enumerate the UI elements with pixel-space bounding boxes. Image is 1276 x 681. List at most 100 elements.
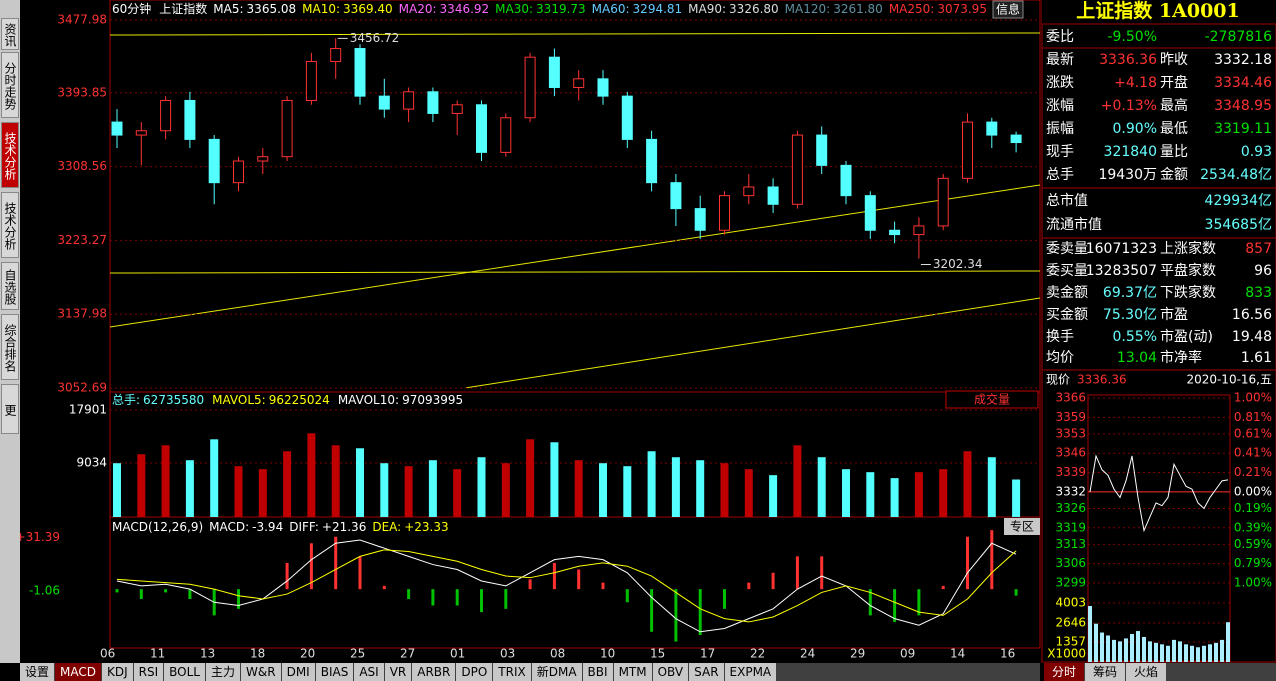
- indicator-tab[interactable]: 设置: [20, 663, 55, 681]
- sidebar-tab[interactable]: 技术分析: [1, 192, 19, 258]
- intraday-vol-unit: X1000: [1047, 647, 1086, 661]
- indicator-tab[interactable]: DMI: [281, 663, 315, 681]
- y-tick-label: 3332: [1055, 484, 1086, 498]
- ma-name: MA5:: [213, 2, 243, 16]
- quote-label: 总市值: [1046, 192, 1088, 209]
- indicator-tab[interactable]: DPO: [456, 663, 493, 681]
- candle-body: [670, 182, 682, 210]
- quote-value: 3348.95: [1214, 98, 1272, 114]
- quote-label: 昨收: [1160, 52, 1188, 68]
- indicator-tab[interactable]: KDJ: [102, 663, 133, 681]
- indicator-tab[interactable]: BOLL: [164, 663, 205, 681]
- info-button[interactable]: [992, 0, 1024, 19]
- quote-value: 1.61: [1241, 350, 1272, 366]
- quote-label: 流通市值: [1046, 216, 1102, 233]
- pct-label: 1.00%: [1234, 391, 1272, 405]
- candle-body: [524, 56, 536, 119]
- volume-legend: 总手: 62735580 MAVOL5: 96225024 MAVOL10: 970939…: [112, 393, 463, 407]
- sidebar-tab[interactable]: 自选股: [1, 262, 19, 310]
- intraday-volume-bar: [1214, 642, 1218, 662]
- quote-label: 金额: [1160, 167, 1188, 183]
- dea-line: [116, 549, 1017, 623]
- indicator-tab[interactable]: BBI: [582, 663, 613, 681]
- candle-body: [281, 99, 293, 158]
- volume-bar: [647, 451, 656, 517]
- indicator-tab[interactable]: BIAS: [315, 663, 354, 681]
- volume-button-label[interactable]: 成交量: [974, 392, 1010, 407]
- quote-label: 委卖量: [1046, 241, 1088, 257]
- quote-label: 均价: [1046, 350, 1074, 366]
- volume-bar: [501, 463, 510, 517]
- macd-legend: MACD(12,26,9) MACD: -3.94 DIFF: +21.36 DEA: +2…: [112, 520, 449, 534]
- candle-body: [233, 160, 244, 184]
- y-tick-label: 3366: [1055, 391, 1086, 405]
- quote-label: 涨跌: [1046, 75, 1074, 91]
- sidebar-tab[interactable]: 分时走势: [1, 52, 19, 118]
- legend-name: MAVOL10:: [338, 393, 399, 407]
- quote-label: 振幅: [1046, 121, 1074, 137]
- candle-body: [305, 61, 317, 101]
- indicator-tab[interactable]: MTM: [613, 663, 652, 681]
- candle-body: [476, 104, 487, 153]
- candle-body: [816, 134, 828, 166]
- quote-value: 833: [1245, 285, 1272, 301]
- legend-value: +21.36: [322, 520, 366, 534]
- quote-value: 354685亿: [1205, 217, 1272, 233]
- panel-tab[interactable]: 筹码: [1085, 663, 1126, 681]
- ma-name: MA30:: [495, 2, 533, 16]
- zone-button[interactable]: [1004, 518, 1040, 535]
- price-frame: [109, 0, 1041, 393]
- trend-line: [464, 297, 1041, 389]
- volume-button[interactable]: [945, 390, 1039, 409]
- panel-tab[interactable]: 分时: [1044, 663, 1085, 681]
- legend-name: 总手:: [112, 393, 140, 407]
- sidebar-tab[interactable]: 技术分析: [1, 122, 19, 188]
- candle-body: [719, 195, 730, 231]
- indicator-tab[interactable]: EXPMA: [724, 663, 777, 681]
- y-tick-label: 3326: [1055, 501, 1086, 515]
- y-tick-label: 9034: [76, 456, 107, 470]
- sidebar-tab[interactable]: 综合排名: [1, 314, 19, 380]
- indicator-tab[interactable]: TRIX: [493, 663, 531, 681]
- volume-bar: [428, 460, 437, 517]
- candle-body: [111, 121, 123, 136]
- x-tick-label: 08: [550, 647, 565, 661]
- intraday-volume-bar: [1202, 645, 1206, 662]
- indicator-tab[interactable]: MACD: [55, 663, 101, 681]
- indicator-tab[interactable]: VR: [384, 663, 412, 681]
- pct-label: 0.61%: [1234, 426, 1272, 440]
- quote-value: 0.93: [1241, 144, 1272, 160]
- indicator-tab[interactable]: RSI: [133, 663, 164, 681]
- volume-bar: [793, 445, 802, 517]
- x-tick-label: 25: [350, 647, 365, 661]
- ma-value: 3261.80: [833, 2, 883, 16]
- volume-bar: [817, 457, 826, 517]
- x-tick-label: 15: [650, 647, 665, 661]
- candle-body: [646, 138, 658, 184]
- quote-label: 开盘: [1160, 74, 1188, 91]
- intraday-volume-bar: [1136, 631, 1140, 662]
- indicator-tab[interactable]: SAR: [689, 663, 724, 681]
- panel-tab[interactable]: 火焰: [1126, 663, 1167, 681]
- indicator-tab[interactable]: ASI: [354, 663, 384, 681]
- indicator-tab[interactable]: OBV: [652, 663, 689, 681]
- quote-label: 最低: [1160, 121, 1188, 137]
- volume-bar: [744, 469, 753, 517]
- indicator-tab[interactable]: 主力: [206, 663, 241, 681]
- zone-button-label[interactable]: 专区: [1010, 519, 1034, 534]
- volume-bar: [185, 460, 194, 517]
- quote-label: 市盈: [1160, 306, 1188, 323]
- candle-body: [427, 91, 439, 114]
- volume-bar: [307, 433, 316, 517]
- sidebar-tab[interactable]: 资讯: [1, 18, 19, 50]
- indicator-tab[interactable]: 新DMA: [531, 663, 582, 681]
- candle-body: [135, 130, 147, 136]
- indicator-tab[interactable]: ARBR: [412, 663, 456, 681]
- y-tick-label: 3223.27: [57, 233, 107, 247]
- sidebar-tab[interactable]: 更多..: [0, 384, 19, 434]
- info-button-label[interactable]: 信息: [996, 2, 1020, 17]
- trend-line: [109, 184, 1041, 328]
- volume-bar: [987, 457, 996, 517]
- indicator-tab[interactable]: W&R: [241, 663, 281, 681]
- y-tick-label: 4003: [1055, 596, 1086, 610]
